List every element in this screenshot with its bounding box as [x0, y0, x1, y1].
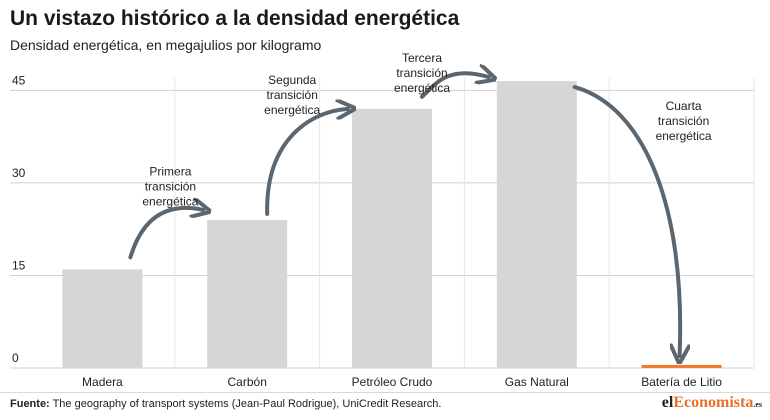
publisher-logo: elEconomista.es [662, 394, 762, 412]
annotation-3-line-0: Cuarta [666, 99, 702, 113]
annotation-1-line-2: energética [264, 103, 320, 117]
transition-arrow-3 [572, 85, 680, 356]
source-text: The geography of transport systems (Jean… [49, 398, 442, 410]
chart-subtitle: Densidad energética, en megajulios por k… [10, 37, 322, 53]
x-tick-label-1: Carbón [228, 375, 267, 389]
annotation-0-line-1: transición [145, 179, 196, 193]
annotation-3-line-1: transición [658, 114, 709, 128]
annotation-2-line-0: Tercera [402, 51, 442, 65]
annotation-3-line-2: energética [656, 129, 712, 143]
x-tick-label-3: Gas Natural [505, 375, 569, 389]
transition-arrow-2 [420, 73, 489, 99]
y-tick-labels: 0 15 30 45 [12, 73, 26, 365]
annotation-1-line-1: transición [267, 88, 318, 102]
logo-prefix: el [661, 394, 674, 411]
source-note: Fuente: The geography of transport syste… [10, 398, 441, 410]
bar-3 [496, 81, 577, 368]
y-tick-label-30: 30 [12, 166, 26, 180]
logo-suffix: .es [753, 400, 762, 409]
annotation-2-line-2: energética [394, 81, 450, 95]
chart-title: Un vistazo histórico a la densidad energ… [10, 7, 460, 30]
bars [62, 81, 722, 368]
x-tick-label-4: Batería de Litio [641, 375, 722, 389]
transition-arrow-1 [265, 109, 348, 216]
bar-chart: 0 15 30 45 Madera Carbón Petróleo Crudo Gas Na… [10, 51, 755, 389]
y-tick-label-0: 0 [12, 351, 19, 365]
transition-arrow-0 [128, 208, 203, 260]
annotation-1: Segunda transición energética [264, 73, 320, 117]
annotation-1-line-0: Segunda [268, 73, 316, 87]
x-tick-label-0: Madera [82, 375, 123, 389]
bar-0 [62, 269, 143, 368]
bar-4 [641, 364, 722, 368]
annotation-3: Cuarta transición energética [656, 99, 712, 143]
annotation-0-line-2: energética [142, 194, 198, 208]
source-label: Fuente: [10, 398, 50, 410]
y-tick-label-45: 45 [12, 73, 26, 87]
logo-accent: Economista [673, 394, 754, 411]
annotation-2: Tercera transición energética [394, 51, 450, 95]
bar-1 [207, 219, 288, 368]
bar-2 [352, 108, 432, 368]
x-tick-label-2: Petróleo Crudo [352, 375, 433, 389]
annotation-2-line-1: transición [396, 66, 447, 80]
footer-divider [0, 392, 770, 393]
transition-arrows [128, 73, 680, 356]
annotation-0-line-0: Primera [149, 164, 191, 178]
annotation-0: Primera transición energética [142, 164, 198, 208]
x-tick-labels: Madera Carbón Petróleo Crudo Gas Natural Bat… [82, 375, 722, 389]
y-tick-label-15: 15 [12, 258, 26, 272]
